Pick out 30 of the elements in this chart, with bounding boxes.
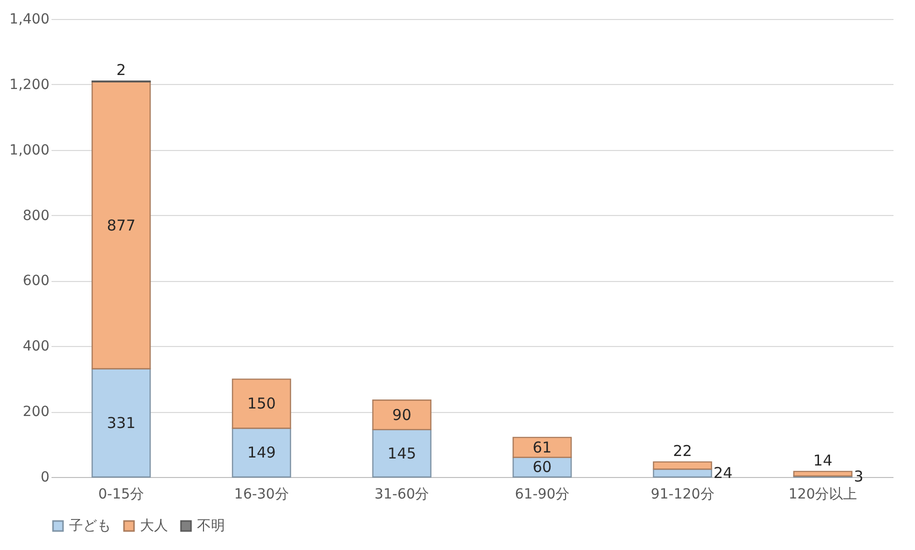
x-tick-label: 0-15分 bbox=[98, 486, 144, 502]
y-tick-label: 0 bbox=[40, 470, 50, 486]
x-tick-label: 91-120分 bbox=[650, 486, 714, 502]
y-tick-label: 600 bbox=[22, 273, 50, 290]
data-label: 2 bbox=[116, 61, 126, 80]
y-tick-label: 1,200 bbox=[9, 76, 50, 93]
y-tick-label: 800 bbox=[22, 208, 50, 224]
legend-label: 不明 bbox=[197, 518, 225, 534]
y-tick-label: 400 bbox=[22, 338, 50, 355]
data-label: 22 bbox=[672, 442, 692, 460]
x-tick-label: 16-30分 bbox=[234, 486, 289, 502]
data-label: 145 bbox=[388, 444, 416, 462]
data-label: 3 bbox=[854, 468, 864, 486]
legend-label: 子ども bbox=[69, 518, 111, 534]
data-label: 331 bbox=[106, 414, 136, 432]
data-label: 150 bbox=[247, 394, 276, 413]
y-tick-label: 1,400 bbox=[9, 12, 50, 28]
data-label: 149 bbox=[247, 444, 276, 462]
y-tick-label: 200 bbox=[22, 404, 50, 420]
x-tick-label: 120分以上 bbox=[788, 486, 858, 502]
y-tick-label: 1,000 bbox=[9, 142, 50, 158]
x-tick-label: 31-60分 bbox=[374, 486, 430, 502]
data-label: 90 bbox=[392, 406, 412, 424]
data-label: 60 bbox=[532, 458, 552, 476]
data-label: 61 bbox=[532, 438, 552, 456]
data-label: 24 bbox=[714, 464, 733, 482]
x-tick-label: 61-90分 bbox=[514, 486, 570, 502]
data-label: 877 bbox=[106, 216, 136, 234]
legend-label: 大人 bbox=[140, 518, 168, 534]
data-label: 14 bbox=[813, 451, 832, 470]
